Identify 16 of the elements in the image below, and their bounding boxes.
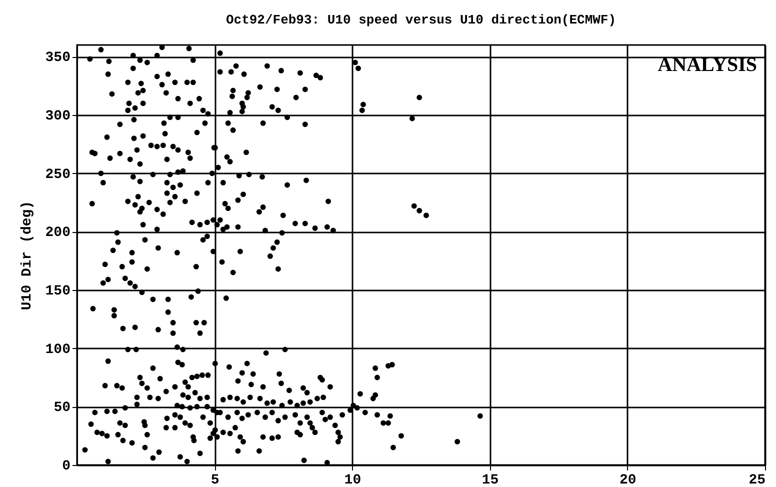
y-axis-title: U10 Dir (deg) [19, 200, 36, 310]
x-tick-label: 20 [619, 472, 636, 487]
y-tick-label: 100 [45, 342, 70, 358]
y-tick-label: 250 [45, 166, 70, 183]
chart-title: Oct92/Feb93: U10 speed versus U10 direction(ECMWF) [226, 12, 616, 28]
x-tick-label: 5 [210, 472, 220, 487]
x-tick-label: 25 [748, 472, 766, 487]
y-tick-label: 350 [45, 50, 70, 66]
annotation: ANALYSIS [658, 54, 757, 76]
x-tick-label: 15 [482, 472, 499, 487]
y-tick-label: 0 [62, 458, 70, 474]
y-tick-label: 150 [45, 284, 70, 300]
y-tick-label: 50 [54, 400, 70, 416]
y-tick-label: 300 [45, 108, 70, 124]
y-tick-label: 200 [45, 225, 70, 242]
x-tick-label: 10 [344, 472, 362, 487]
